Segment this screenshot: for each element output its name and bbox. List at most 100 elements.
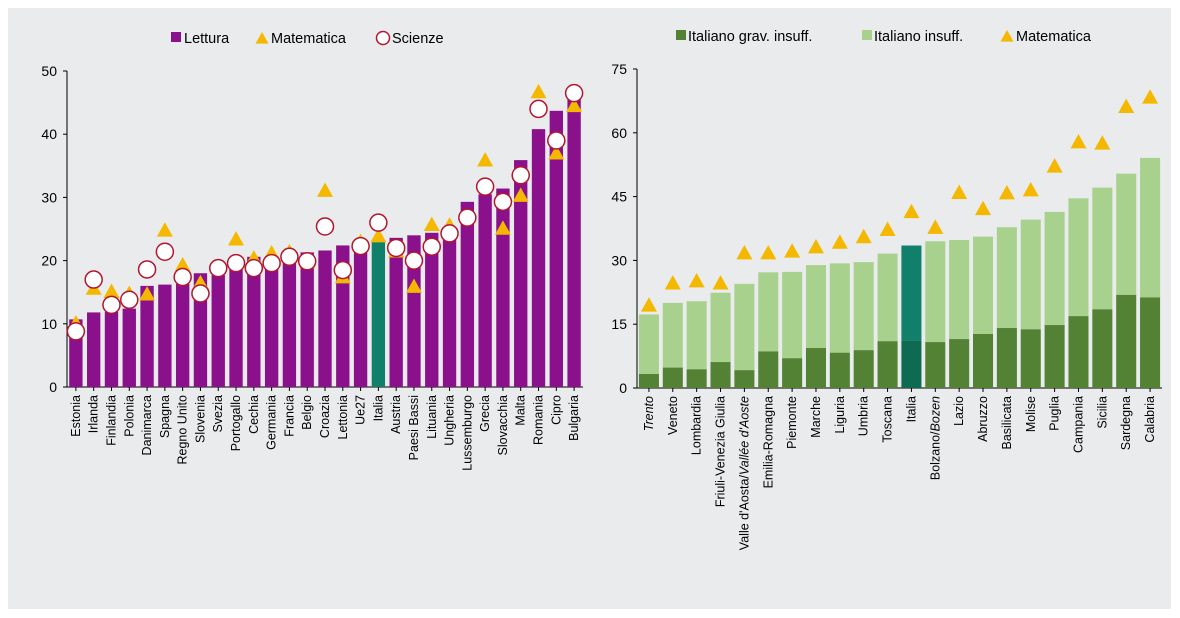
c1-mat-marker-danimarca [139, 286, 156, 301]
c1-cat-label: Spagna [158, 395, 172, 438]
c1-mat-marker-paesi-bassi [405, 278, 422, 293]
c1-sci-marker-irlanda [84, 270, 103, 289]
c1-bar-finlandia [104, 311, 119, 387]
c1-mat-marker-grecia [477, 152, 494, 167]
c1-legend-lettura-swatch [171, 32, 181, 42]
c2-mat-marker-abruzzo [975, 200, 992, 216]
c2-cat-label: Veneto [666, 396, 680, 435]
c2-ytick-label: 0 [619, 380, 627, 396]
c2-legend-matematica: Matematica [1016, 29, 1092, 45]
c2-bar-insuff-italia [901, 245, 922, 341]
c1-mat-marker-croazia [317, 182, 333, 197]
c2-mat-marker-bolzano-bozen [927, 219, 944, 234]
c1-cat-label: Ue27 [354, 395, 368, 425]
c2-legend-insuff-swatch [862, 30, 872, 40]
c2-bar-grav-umbria [853, 350, 874, 388]
c2-cat-label: Marche [809, 396, 823, 438]
c2-bar-grav-toscana [877, 341, 898, 388]
c2-mat-marker-piemonte [784, 243, 801, 258]
c2-mat-marker-molise [1022, 182, 1039, 197]
c2-bar-insuff-toscana [877, 253, 898, 342]
c2-bar-insuff-basilicata [996, 227, 1017, 329]
c2-cat-label: Bolzano/Bozen [928, 396, 942, 480]
c1-sci-marker-estonia [66, 322, 86, 341]
c2-cat-label: Puglia [1048, 396, 1062, 431]
c1-mat-marker-cipro [548, 145, 565, 160]
c1-cat-label: Francia [282, 395, 296, 437]
c1-sci-marker-lituania [422, 237, 442, 256]
c2-bar-insuff-marche [805, 265, 826, 349]
c2-bar-grav-veneto [662, 367, 683, 388]
c1-cat-label: Slovacchia [496, 395, 510, 455]
c1-sci-marker-grecia [475, 177, 495, 196]
c2-bar-grav-abruzzo [973, 333, 994, 388]
c1-bar-germania [264, 256, 279, 387]
c2-mat-marker-lazio [951, 184, 968, 199]
c1-cat-label: Polonia [122, 395, 136, 437]
c1-cat-label: Lettonia [336, 395, 350, 440]
c2-mat-marker-campania [1070, 133, 1087, 149]
c2-mat-marker-basilicata [998, 184, 1015, 200]
c1-bar-lituania [425, 232, 439, 387]
c1-bar-slovacchia [496, 188, 510, 387]
c2-legend-grav-swatch [676, 30, 686, 40]
c1-sci-marker-slovacchia [493, 192, 513, 212]
c1-bar-spagna [158, 284, 172, 387]
c1-cat-label: Paesi Bassi [407, 395, 421, 460]
c2-bar-insuff-molise [1020, 219, 1041, 330]
c2-bar-insuff-abruzzo [973, 236, 994, 334]
c1-sci-marker-cipro [547, 131, 566, 150]
c1-sci-marker-svezia [208, 258, 228, 278]
c1-ytick-label: 20 [41, 253, 57, 269]
c1-bar-italia [371, 239, 386, 387]
c1-bar-lussemburgo [460, 201, 475, 387]
c2-bar-grav-trento [638, 373, 659, 388]
c2-cat-label: Italia [904, 396, 918, 422]
c1-cat-label: Cipro [549, 395, 563, 425]
c1-sci-marker-spagna [155, 242, 175, 262]
c2-cat-label: Molise [1024, 396, 1038, 432]
c1-sci-marker-paesi-bassi [404, 251, 424, 270]
c1-legend-scienze-swatch [375, 30, 391, 46]
c2-bar-insuff-sicilia [1092, 187, 1113, 310]
c2-bar-insuff-bolzano-bozen [925, 241, 946, 343]
c2-bar-grav-marche [805, 348, 826, 388]
c1-sci-marker-malta [511, 166, 530, 185]
c1-mat-marker-lituania [423, 216, 440, 231]
c2-bar-insuff-trento [638, 314, 659, 374]
c1-cat-label: Croazia [318, 395, 332, 438]
c2-cat-label: Sicilia [1095, 396, 1109, 429]
c1-sci-marker-francia [280, 247, 299, 267]
c2-mat-marker-liguria [831, 234, 848, 249]
c1-cat-label: Germania [265, 395, 279, 450]
c1-bar-croazia [318, 250, 332, 387]
c2-legend-matematica-swatch [1000, 29, 1014, 42]
c2-bar-grav-sicilia [1092, 309, 1113, 388]
c1-sci-marker-portogallo [226, 253, 246, 273]
c2-bar-grav-italia [901, 340, 922, 388]
c2-bar-grav-calabria [1140, 297, 1161, 388]
c1-sci-marker-bulgaria [564, 83, 584, 103]
c2-mat-marker-sardegna [1118, 98, 1135, 114]
c1-cat-label: Grecia [478, 395, 492, 432]
c2-bar-grav-puglia [1044, 325, 1065, 388]
c2-cat-label: Calabria [1143, 396, 1157, 443]
c2-ytick-label: 15 [611, 316, 627, 332]
c1-cat-label: Irlanda [87, 395, 101, 433]
c2-bar-insuff-puglia [1044, 211, 1065, 326]
c1-sci-marker-regno-unito [173, 267, 192, 287]
c2-cat-label: Sardegna [1119, 396, 1133, 450]
c2-bar-insuff-campania [1068, 198, 1089, 317]
c1-cat-label: Ungheria [443, 395, 457, 446]
c1-bar-malta [514, 160, 528, 387]
c1-bar-portogallo [229, 260, 243, 387]
c1-sci-marker-lettonia [333, 260, 353, 280]
c2-bar-grav-sardegna [1116, 294, 1137, 388]
c2-mat-marker-toscana [879, 221, 896, 236]
c1-bar-ue27 [353, 245, 368, 387]
c2-mat-marker-emilia-romagna [760, 244, 777, 260]
c2-mat-marker-puglia [1046, 158, 1063, 173]
c2-mat-marker-trento [640, 297, 657, 312]
c1-mat-marker-spagna [156, 222, 173, 237]
